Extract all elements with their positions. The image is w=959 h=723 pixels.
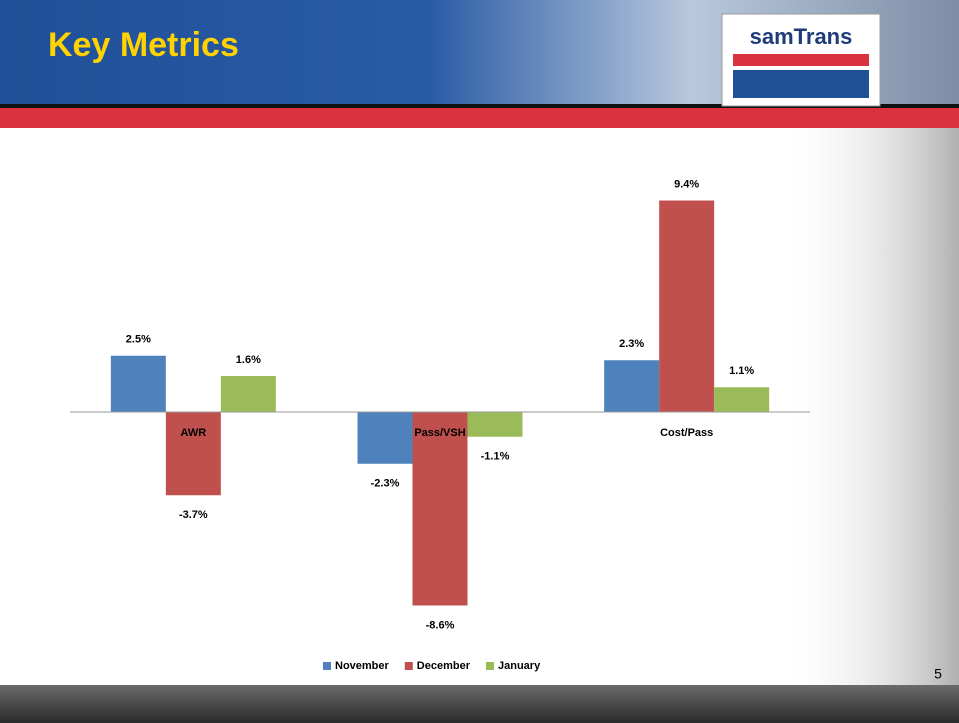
data-label: 1.6%	[236, 354, 261, 366]
x-tick-label: Cost/Pass	[660, 427, 713, 439]
data-label: -8.6%	[426, 619, 455, 631]
bar	[166, 412, 221, 495]
data-label: -1.1%	[481, 451, 510, 463]
logo-text: samTrans	[750, 24, 853, 49]
bus-photo	[780, 128, 959, 685]
chart: Key Metrics samTrans 5 2.5% -2.3% 2.3% -3.7…	[0, 0, 959, 723]
x-tick-label: Pass/VSH	[414, 427, 465, 439]
bar	[111, 356, 166, 412]
slide: Key Metrics samTrans 5 2.5% -2.3% 2.3% -3.7…	[0, 0, 959, 723]
bar	[714, 387, 769, 412]
bar	[604, 360, 659, 412]
page-number: 5	[934, 666, 942, 682]
legend-swatch	[405, 662, 413, 670]
legend-label: January	[498, 660, 541, 672]
bar	[659, 201, 714, 413]
data-label: 2.3%	[619, 338, 644, 350]
red-band	[0, 108, 959, 128]
bar	[468, 412, 523, 437]
bar	[358, 412, 413, 464]
footer-band	[0, 685, 959, 723]
legend-swatch	[486, 662, 494, 670]
legend-swatch	[323, 662, 331, 670]
data-label: -3.7%	[179, 509, 208, 521]
logo-red	[733, 54, 869, 66]
bar	[221, 376, 276, 412]
x-tick-label: AWR	[180, 427, 206, 439]
logo-blue	[733, 70, 869, 98]
data-label: 1.1%	[729, 365, 754, 377]
legend-label: December	[417, 660, 471, 672]
data-label: 9.4%	[674, 178, 699, 190]
bar	[413, 412, 468, 606]
data-label: -2.3%	[371, 478, 400, 490]
slide-title: Key Metrics	[48, 26, 239, 64]
data-label: 2.5%	[126, 334, 151, 346]
legend-label: November	[335, 660, 390, 672]
